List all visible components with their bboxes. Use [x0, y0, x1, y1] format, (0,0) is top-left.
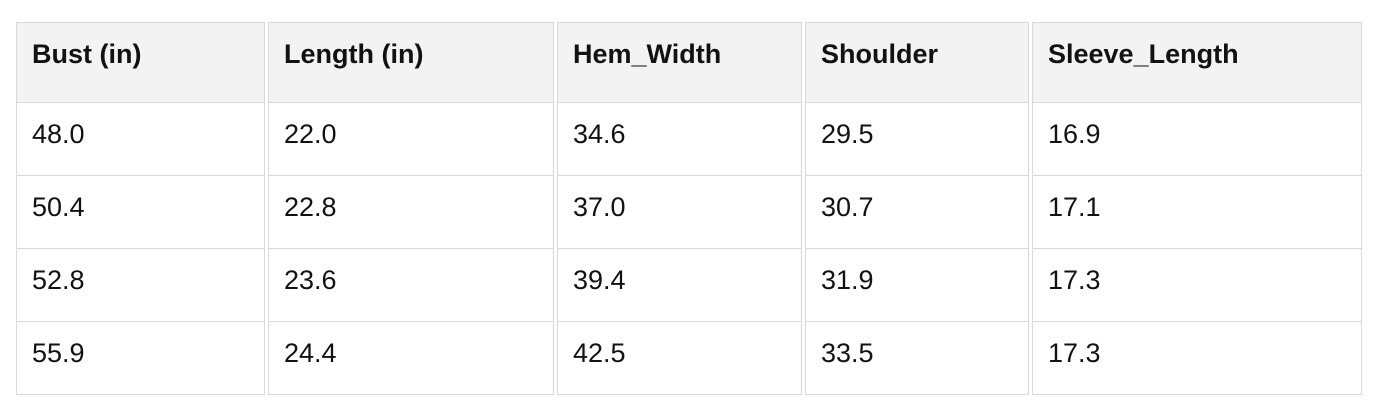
table-cell: 29.5: [805, 103, 1029, 176]
table-cell: 31.9: [805, 249, 1029, 322]
header-cell-2: Hem_Width: [557, 22, 802, 103]
table-row: 50.4 22.8 37.0 30.7 17.1: [16, 176, 1362, 249]
header-cell-4: Sleeve_Length: [1032, 22, 1362, 103]
table-cell: 55.9: [16, 322, 265, 395]
header-cell-0: Bust (in): [16, 22, 265, 103]
table-cell: 50.4: [16, 176, 265, 249]
header-cell-1: Length (in): [268, 22, 554, 103]
table-cell: 30.7: [805, 176, 1029, 249]
size-chart-container: Bust (in) Length (in) Hem_Width Shoulder Sle…: [13, 22, 1365, 395]
table-cell: 16.9: [1032, 103, 1362, 176]
table-cell: 48.0: [16, 103, 265, 176]
table-row: 48.0 22.0 34.6 29.5 16.9: [16, 103, 1362, 176]
table-cell: 42.5: [557, 322, 802, 395]
table-row: 52.8 23.6 39.4 31.9 17.3: [16, 249, 1362, 322]
header-row: Bust (in) Length (in) Hem_Width Shoulder Sle…: [16, 22, 1362, 103]
table-row: 55.9 24.4 42.5 33.5 17.3: [16, 322, 1362, 395]
table-cell: 23.6: [268, 249, 554, 322]
table-cell: 33.5: [805, 322, 1029, 395]
table-cell: 17.1: [1032, 176, 1362, 249]
table-cell: 22.8: [268, 176, 554, 249]
table-cell: 22.0: [268, 103, 554, 176]
table-cell: 37.0: [557, 176, 802, 249]
table-cell: 34.6: [557, 103, 802, 176]
table-cell: 17.3: [1032, 322, 1362, 395]
table-cell: 24.4: [268, 322, 554, 395]
table-cell: 39.4: [557, 249, 802, 322]
header-cell-3: Shoulder: [805, 22, 1029, 103]
size-chart-table: Bust (in) Length (in) Hem_Width Shoulder Sle…: [13, 22, 1365, 395]
table-cell: 52.8: [16, 249, 265, 322]
table-cell: 17.3: [1032, 249, 1362, 322]
table-body: 48.0 22.0 34.6 29.5 16.9 50.4 22.8 37.0 30.7 17.1…: [16, 103, 1362, 395]
